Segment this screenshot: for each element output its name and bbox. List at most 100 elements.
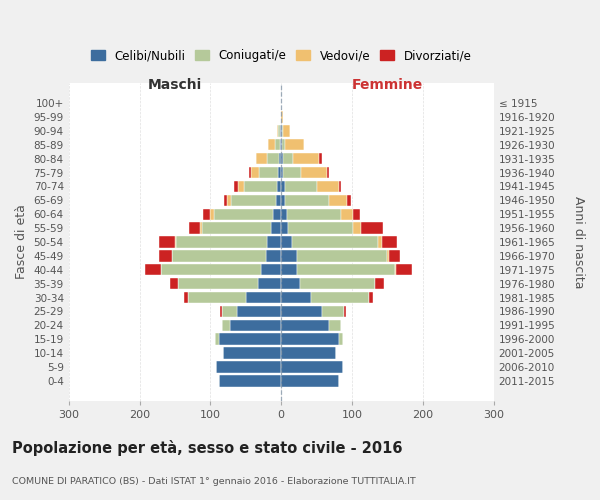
Bar <box>248 167 251 178</box>
Bar <box>311 292 369 303</box>
Text: Femmine: Femmine <box>352 78 423 92</box>
Bar <box>292 236 378 248</box>
Bar <box>227 194 231 206</box>
Bar <box>339 181 341 192</box>
Bar <box>369 292 373 303</box>
Bar <box>237 306 281 317</box>
Bar <box>200 222 202 234</box>
Bar <box>244 181 277 192</box>
Bar <box>281 348 336 359</box>
Bar <box>231 194 275 206</box>
Bar <box>287 208 341 220</box>
Bar <box>216 361 281 372</box>
Bar <box>230 320 281 331</box>
Bar <box>219 375 281 386</box>
Bar <box>281 222 288 234</box>
Bar <box>184 292 188 303</box>
Bar <box>214 208 272 220</box>
Y-axis label: Anni di nascita: Anni di nascita <box>572 196 585 288</box>
Bar <box>285 194 329 206</box>
Bar <box>235 181 238 192</box>
Bar <box>267 153 279 164</box>
Bar <box>281 125 282 136</box>
Bar <box>256 153 267 164</box>
Bar <box>176 236 267 248</box>
Bar <box>277 125 278 136</box>
Bar <box>283 167 301 178</box>
Bar <box>319 153 322 164</box>
Bar <box>282 139 286 150</box>
Bar <box>279 153 281 164</box>
Bar <box>396 264 412 276</box>
Bar <box>277 181 281 192</box>
Bar <box>203 208 211 220</box>
Bar <box>326 167 329 178</box>
Bar <box>275 139 280 150</box>
Bar <box>339 334 343 345</box>
Bar <box>288 222 353 234</box>
Bar <box>178 278 258 289</box>
Bar <box>382 236 397 248</box>
Bar <box>281 236 292 248</box>
Bar <box>281 194 285 206</box>
Bar <box>285 181 317 192</box>
Bar <box>293 153 319 164</box>
Bar <box>221 320 230 331</box>
Bar <box>221 306 237 317</box>
Bar <box>282 125 283 136</box>
Legend: Celibi/Nubili, Coniugati/e, Vedovi/e, Divorziati/e: Celibi/Nubili, Coniugati/e, Vedovi/e, Di… <box>86 44 476 67</box>
Bar <box>281 320 329 331</box>
Bar <box>283 125 290 136</box>
Bar <box>361 222 383 234</box>
Bar <box>275 194 281 206</box>
Bar <box>271 222 281 234</box>
Text: Popolazione per età, sesso e stato civile - 2016: Popolazione per età, sesso e stato civil… <box>12 440 403 456</box>
Bar <box>299 278 376 289</box>
Bar <box>161 264 262 276</box>
Bar <box>224 194 227 206</box>
Bar <box>281 153 283 164</box>
Bar <box>160 250 172 262</box>
Bar <box>353 222 361 234</box>
Bar <box>188 292 246 303</box>
Bar <box>280 125 281 136</box>
Bar <box>160 236 175 248</box>
Bar <box>286 139 304 150</box>
Bar <box>272 208 281 220</box>
Bar <box>341 208 353 220</box>
Bar <box>387 250 389 262</box>
Bar <box>278 125 280 136</box>
Bar <box>262 264 281 276</box>
Bar <box>268 139 275 150</box>
Y-axis label: Fasce di età: Fasce di età <box>15 204 28 280</box>
Bar <box>278 167 281 178</box>
Bar <box>281 167 283 178</box>
Bar <box>281 181 285 192</box>
Bar <box>301 167 326 178</box>
Bar <box>258 278 281 289</box>
Bar <box>219 334 281 345</box>
Bar <box>175 236 176 248</box>
Bar <box>223 348 281 359</box>
Bar <box>322 306 344 317</box>
Bar <box>283 153 293 164</box>
Bar <box>281 375 339 386</box>
Bar <box>347 194 350 206</box>
Bar <box>145 264 161 276</box>
Bar <box>329 194 347 206</box>
Bar <box>281 264 298 276</box>
Bar <box>202 222 271 234</box>
Bar <box>281 306 322 317</box>
Bar <box>266 250 281 262</box>
Bar <box>215 334 219 345</box>
Bar <box>281 250 297 262</box>
Bar <box>317 181 339 192</box>
Bar <box>267 236 281 248</box>
Bar <box>281 292 311 303</box>
Bar <box>281 139 282 150</box>
Bar <box>281 112 283 122</box>
Bar <box>329 320 341 331</box>
Bar <box>172 250 266 262</box>
Bar <box>353 208 360 220</box>
Bar <box>251 167 259 178</box>
